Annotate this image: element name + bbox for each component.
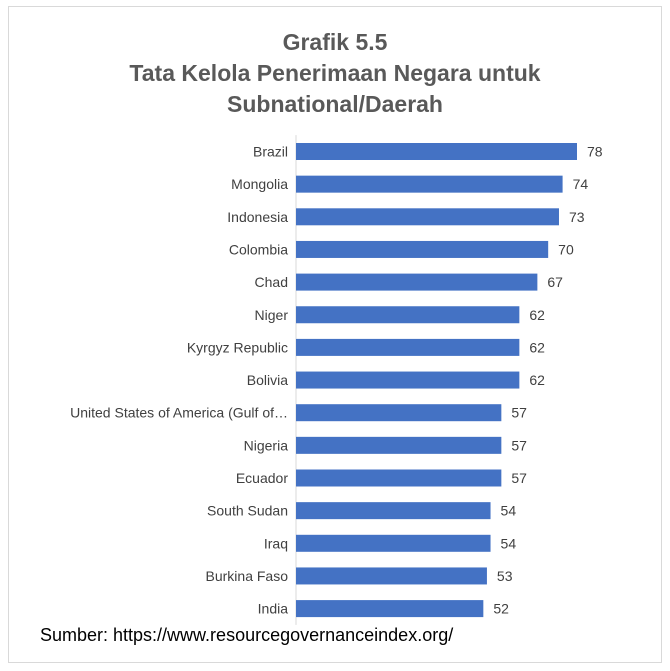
data-label: 62 [529,307,545,323]
data-label: 62 [529,372,545,388]
data-label: 57 [511,470,527,486]
bar [296,240,549,258]
data-label: 78 [587,144,603,160]
category-label: United States of America (Gulf of… [70,405,288,421]
data-label: 53 [497,568,513,584]
data-label: 52 [493,601,509,617]
data-label: 67 [547,274,563,290]
category-label: Niger [255,307,289,323]
category-label: Brazil [253,144,288,160]
category-label: Kyrgyz Republic [187,339,288,355]
chart-title-line-3: Subnational/Daerah [227,91,443,117]
data-label: 73 [569,209,585,225]
category-label: Chad [255,274,288,290]
category-label: Colombia [229,241,288,257]
bar [296,143,577,160]
data-label: 62 [529,339,545,355]
bar [296,502,491,520]
chart-frame [8,6,662,663]
bar [296,436,502,454]
bar [296,404,502,422]
data-label: 57 [511,437,527,453]
bar [296,338,520,356]
chart-title-line-1: Grafik 5.5 [282,29,388,55]
bar [296,534,491,552]
data-label: 74 [573,176,589,192]
category-label: Burkina Faso [206,568,289,584]
bar [296,306,520,324]
data-label: 70 [558,241,574,257]
category-label: South Sudan [207,503,288,519]
chart-title-line-2: Tata Kelola Penerimaan Negara untuk [129,60,541,86]
category-label: Nigeria [244,437,289,453]
chart-title: Grafik 5.5 Tata Kelola Penerimaan Negara… [0,27,670,120]
data-label: 54 [501,535,517,551]
bar [296,371,520,389]
category-label: Mongolia [231,176,288,192]
bar [296,175,563,193]
bar [296,567,487,585]
category-label: Bolivia [247,372,288,388]
category-label: India [258,601,289,617]
bar [296,469,502,487]
source-note: Sumber: https://www.resourcegovernancein… [40,625,454,645]
data-label: 57 [511,405,527,421]
data-label: 54 [501,503,517,519]
bar [296,208,559,226]
category-label: Ecuador [236,470,288,486]
category-label: Iraq [264,535,288,551]
category-label: Indonesia [227,209,288,225]
bar [296,273,538,291]
bar [296,600,484,618]
